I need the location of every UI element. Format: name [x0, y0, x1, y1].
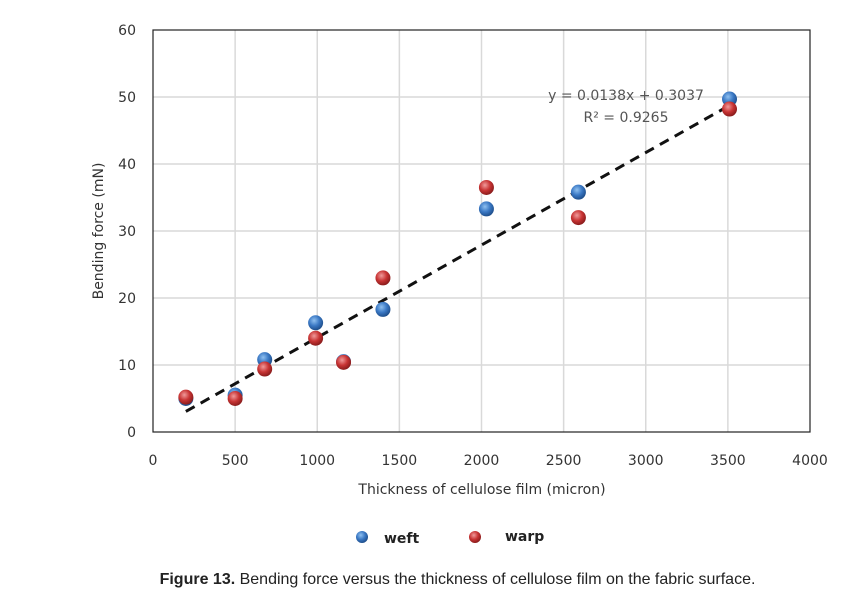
x-tick-label: 1500: [382, 453, 418, 469]
point-warp: [570, 210, 586, 226]
gridlines: [153, 30, 810, 432]
x-axis-ticks: 0 500 1000 1500 2000 2500 3000 3500 4000: [149, 453, 828, 469]
y-axis-ticks: 0 10 20 30 40 50 60: [118, 23, 136, 441]
x-tick-label: 3000: [628, 453, 664, 469]
y-tick-label: 40: [118, 157, 136, 173]
legend-marker-warp: [469, 531, 481, 543]
x-tick-label: 0: [149, 453, 158, 469]
y-tick-label: 0: [127, 425, 136, 441]
trendline: [185, 104, 731, 413]
legend-label-warp: warp: [505, 529, 544, 545]
y-tick-label: 50: [118, 90, 136, 106]
point-weft: [375, 301, 391, 317]
point-weft: [570, 184, 586, 200]
point-warp: [178, 389, 194, 405]
x-axis-label: Thickness of cellulose film (micron): [357, 482, 605, 498]
x-tick-label: 4000: [792, 453, 828, 469]
x-tick-label: 500: [222, 453, 249, 469]
caption-label: Figure 13.: [159, 571, 236, 588]
y-axis-label: Bending force (mN): [91, 163, 107, 300]
x-tick-label: 2500: [546, 453, 582, 469]
trendline-r2: R² = 0.9265: [584, 110, 669, 126]
y-tick-label: 30: [118, 224, 136, 240]
trendline-equation: y = 0.0138x + 0.3037: [548, 88, 704, 104]
point-weft: [478, 201, 494, 217]
point-warp: [478, 179, 494, 195]
y-tick-label: 60: [118, 23, 136, 39]
point-warp: [336, 354, 352, 370]
point-warp: [375, 270, 391, 286]
point-warp: [308, 330, 324, 346]
legend-marker-weft: [356, 531, 368, 543]
scatter-chart: 0 10 20 30 40 50 60 0 500 1000 1500 2000 2500 3000 35…: [91, 23, 828, 547]
x-tick-label: 1000: [299, 453, 335, 469]
point-warp: [227, 391, 243, 406]
data-points: [178, 91, 738, 406]
point-weft: [308, 315, 324, 331]
figure-caption: Figure 13. Bending force versus the thic…: [0, 571, 860, 589]
caption-text: Bending force versus the thickness of ce…: [235, 571, 756, 588]
legend: weft warp: [356, 529, 544, 547]
point-warp: [722, 101, 738, 117]
x-tick-label: 2000: [464, 453, 500, 469]
y-tick-label: 10: [118, 358, 136, 374]
y-tick-label: 20: [118, 291, 136, 307]
point-warp: [257, 361, 273, 377]
x-tick-label: 3500: [710, 453, 746, 469]
legend-label-weft: weft: [384, 531, 420, 547]
plot-area-border: [152, 29, 811, 433]
